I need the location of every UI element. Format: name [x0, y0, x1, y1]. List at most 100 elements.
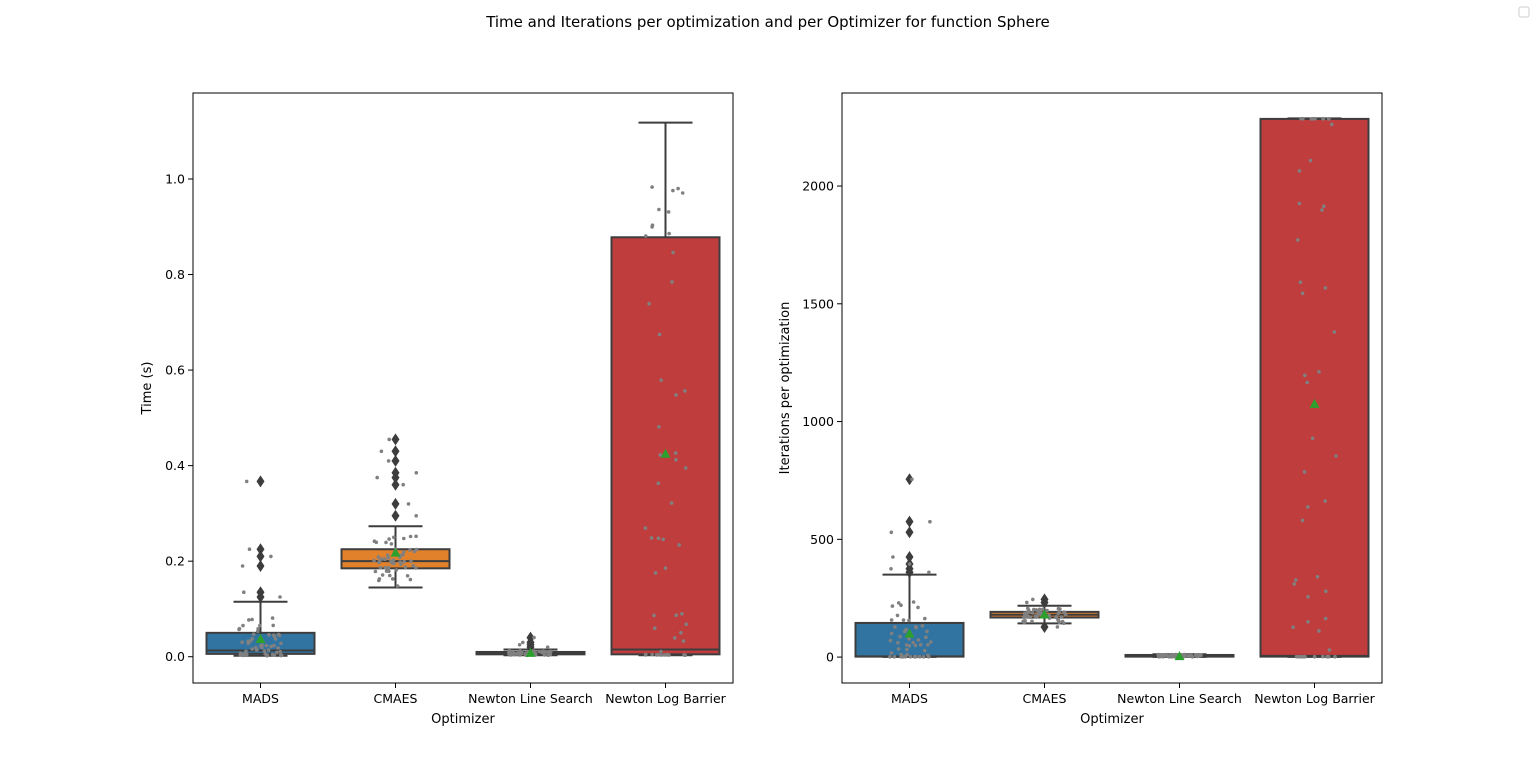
sample-point [1309, 117, 1314, 121]
sample-point [269, 644, 273, 649]
sample-point [246, 639, 250, 643]
sample-point [1321, 654, 1325, 659]
sample-point [394, 568, 399, 572]
sample-point [386, 556, 391, 560]
sample-point [375, 475, 380, 480]
sample-point [898, 634, 902, 639]
sample-point [921, 655, 926, 659]
sample-point [1308, 158, 1313, 163]
box-cmaes [989, 593, 1100, 633]
sample-point [671, 250, 675, 255]
sample-point [907, 637, 911, 641]
sample-point [1059, 615, 1064, 619]
sample-point [903, 654, 908, 659]
sample-point [1327, 648, 1332, 652]
sample-point [521, 640, 525, 645]
sample-point [893, 625, 897, 629]
sample-point [650, 185, 654, 189]
sample-point [240, 640, 244, 644]
sample-point [1023, 619, 1027, 623]
sample-point [373, 569, 378, 574]
sample-point [1030, 619, 1034, 624]
sample-point [264, 643, 269, 648]
sample-point [250, 617, 254, 622]
sample-point [643, 653, 648, 657]
sample-point [907, 618, 911, 623]
sample-point [1306, 620, 1310, 624]
x-tick-label-mads: MADS [891, 691, 928, 706]
y-tick-label: 0.6 [165, 363, 185, 378]
sample-point [376, 555, 381, 559]
outlier-marker [391, 509, 400, 522]
sample-point [258, 623, 262, 628]
sample-point [384, 540, 388, 545]
sample-point [652, 613, 656, 618]
sample-point [403, 565, 408, 569]
sample-point [1296, 238, 1300, 242]
sample-point [1299, 116, 1303, 121]
sample-point [661, 537, 665, 542]
sample-point [275, 650, 279, 655]
sample-point [405, 574, 410, 578]
sample-point [673, 451, 678, 455]
sample-point [920, 624, 925, 628]
sample-point [644, 234, 648, 238]
sample-point [387, 537, 391, 541]
x-tick-label-cmaes: CMAES [374, 691, 418, 706]
sample-point [896, 647, 901, 651]
outlier-marker [905, 473, 914, 486]
sample-point [398, 560, 402, 564]
sample-point [649, 536, 654, 540]
sample-point [532, 635, 536, 640]
sample-point [1323, 286, 1328, 290]
sample-point [271, 623, 276, 628]
mean-marker [904, 628, 915, 638]
sample-point [1063, 610, 1067, 615]
sample-point [401, 482, 406, 487]
sample-point [549, 649, 553, 654]
sample-point [913, 643, 918, 648]
sample-point [277, 633, 282, 638]
sample-point [380, 573, 385, 577]
sample-point [656, 481, 661, 486]
sample-point [1033, 614, 1038, 618]
outlier-marker [391, 454, 400, 467]
mean-marker [1174, 651, 1185, 661]
mean-marker [660, 448, 671, 458]
sample-point [247, 618, 251, 622]
sample-point [260, 643, 264, 647]
sample-point [251, 632, 256, 636]
sample-point [907, 644, 912, 648]
sample-point [392, 561, 396, 566]
sample-point [1326, 654, 1331, 659]
sample-point [411, 563, 416, 568]
sample-point [247, 547, 252, 551]
sample-point [1317, 370, 1321, 374]
outlier-marker [905, 550, 914, 563]
sample-point [1182, 652, 1187, 657]
y-tick-label: 500 [810, 532, 834, 547]
sample-point [508, 653, 513, 657]
box-newton-log-barrier [610, 121, 721, 657]
y-tick-label: 0.8 [165, 267, 185, 282]
outlier-marker [256, 591, 265, 604]
sample-point [409, 559, 413, 563]
sample-point [242, 652, 246, 656]
sample-point [682, 653, 686, 657]
sample-point [518, 653, 522, 657]
outlier-marker [391, 445, 400, 458]
sample-point [377, 578, 381, 583]
mean-marker [1039, 609, 1050, 619]
sample-point [650, 225, 654, 229]
sample-point [888, 638, 893, 643]
sample-point [927, 570, 931, 575]
sample-point [926, 643, 930, 647]
sample-point [1167, 655, 1171, 659]
sample-point [1056, 617, 1060, 622]
sample-point [1322, 204, 1326, 208]
sample-point [414, 566, 418, 570]
sample-point [923, 648, 927, 653]
sample-point [927, 654, 931, 659]
sample-point [238, 653, 243, 657]
sample-point [1297, 169, 1302, 173]
